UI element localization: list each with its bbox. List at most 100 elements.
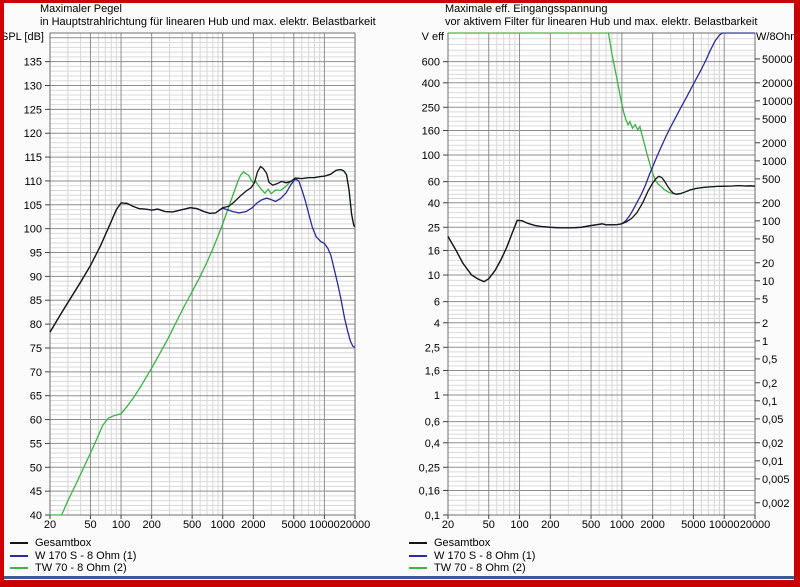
legend-item: TW 70 - 8 Ohm (2) bbox=[10, 562, 136, 575]
tick-label: 60 bbox=[30, 415, 42, 427]
curve-gesamtbox bbox=[49, 165, 356, 333]
tick-label: 50000 bbox=[762, 54, 793, 66]
left-chart-legend: Gesamtbox W 170 S - 8 Ohm (1) TW 70 - 8 … bbox=[10, 537, 136, 575]
tick-label: 0,1 bbox=[762, 396, 777, 408]
right-chart-subtitle: vor aktivem Filter für linearen Hub und … bbox=[445, 16, 758, 28]
legend-item: W 170 S - 8 Ohm (1) bbox=[409, 550, 535, 563]
tick-label: 500 bbox=[183, 519, 201, 531]
tick-label: 500 bbox=[582, 519, 600, 531]
legend-label: TW 70 - 8 Ohm (2) bbox=[35, 562, 127, 575]
right-chart-title: Maximale eff. Eingangsspannung bbox=[445, 3, 608, 15]
tick-label: 60 bbox=[428, 177, 440, 189]
tick-label: 45 bbox=[30, 486, 42, 498]
tick-label: 1000 bbox=[210, 519, 234, 531]
tick-label: 0,005 bbox=[762, 474, 790, 486]
left-y-axis-unit: SPL [dB] bbox=[0, 31, 44, 43]
legend-line-w170s bbox=[10, 554, 28, 557]
tick-label: 4 bbox=[434, 318, 440, 330]
tick-label: 55 bbox=[30, 438, 42, 450]
window-border-left bbox=[0, 0, 4, 587]
legend-item: Gesamtbox bbox=[409, 537, 535, 550]
left-chart-title: Maximaler Pegel bbox=[40, 3, 122, 15]
tick-label: 0,4 bbox=[425, 438, 440, 450]
tick-label: 1000 bbox=[610, 519, 634, 531]
tick-label: 125 bbox=[24, 104, 42, 116]
tick-label: 10000 bbox=[709, 519, 740, 531]
tick-label: 20 bbox=[762, 258, 774, 270]
tick-label: 0,05 bbox=[762, 414, 783, 426]
tick-label: 20 bbox=[44, 519, 56, 531]
tick-label: 50 bbox=[483, 519, 495, 531]
window-border-top bbox=[0, 0, 800, 3]
tick-label: 65 bbox=[30, 391, 42, 403]
tick-label: 2000 bbox=[640, 519, 664, 531]
tick-label: 10000 bbox=[762, 96, 793, 108]
right-y-axis-unit-right: W/8Ohm bbox=[756, 31, 800, 43]
tick-label: 0,2 bbox=[762, 378, 777, 390]
tick-label: 1 bbox=[762, 336, 768, 348]
tick-label: 250 bbox=[422, 102, 440, 114]
tick-label: 5000 bbox=[681, 519, 705, 531]
tick-label: 0,1 bbox=[425, 510, 440, 522]
tick-label: 0,01 bbox=[762, 456, 783, 468]
tick-label: 200 bbox=[142, 519, 160, 531]
right-y-axis-unit-left: V eff bbox=[421, 31, 444, 43]
tick-label: 20000 bbox=[340, 519, 371, 531]
tick-label: 20000 bbox=[762, 78, 793, 90]
legend-label: Gesamtbox bbox=[35, 537, 92, 550]
tick-label: 120 bbox=[24, 128, 42, 140]
tick-label: 600 bbox=[422, 57, 440, 69]
tick-label: 90 bbox=[30, 271, 42, 283]
tick-label: 2 bbox=[762, 318, 768, 330]
tick-label: 2,5 bbox=[425, 342, 440, 354]
tick-label: 40 bbox=[30, 510, 42, 522]
legend-line-w170s bbox=[409, 554, 427, 557]
tick-label: 200 bbox=[541, 519, 559, 531]
tick-label: 100 bbox=[510, 519, 528, 531]
curve-gesamtbox bbox=[447, 175, 756, 283]
legend-label: W 170 S - 8 Ohm (1) bbox=[35, 549, 137, 562]
tick-label: 135 bbox=[24, 57, 42, 69]
tick-label: 100 bbox=[24, 224, 42, 236]
tick-label: 1000 bbox=[762, 156, 786, 168]
tick-label: 100 bbox=[422, 150, 440, 162]
tick-label: 70 bbox=[30, 367, 42, 379]
tick-label: 130 bbox=[24, 80, 42, 92]
tick-label: 0,5 bbox=[762, 354, 777, 366]
legend-item: TW 70 - 8 Ohm (2) bbox=[409, 562, 535, 575]
chart-area-1: 20 50 100 200 500 1000 2000 5000 10000 2000060040… bbox=[419, 32, 793, 531]
tick-label: 400 bbox=[422, 78, 440, 90]
tick-label: 5000 bbox=[282, 519, 306, 531]
legend-label: Gesamtbox bbox=[434, 537, 491, 550]
tick-label: 75 bbox=[30, 343, 42, 355]
tick-label: 5000 bbox=[762, 114, 786, 126]
tick-label: 0,16 bbox=[419, 486, 440, 498]
tick-label: 40 bbox=[428, 198, 440, 210]
legend-label: TW 70 - 8 Ohm (2) bbox=[434, 562, 526, 575]
tick-label: 10000 bbox=[309, 519, 340, 531]
tick-label: 1,6 bbox=[425, 366, 440, 378]
tick-label: 100 bbox=[762, 216, 780, 228]
tick-label: 80 bbox=[30, 319, 42, 331]
tick-label: 20 bbox=[442, 519, 454, 531]
tick-label: 0,6 bbox=[425, 417, 440, 429]
tick-label: 2000 bbox=[762, 138, 786, 150]
tick-label: 20000 bbox=[740, 519, 771, 531]
tick-label: 85 bbox=[30, 295, 42, 307]
tick-label: 50 bbox=[84, 519, 96, 531]
tick-label: 0,02 bbox=[762, 438, 783, 450]
tick-label: 500 bbox=[762, 174, 780, 186]
tick-label: 25 bbox=[428, 222, 440, 234]
legend-line-tw70 bbox=[409, 567, 427, 570]
tick-label: 16 bbox=[428, 246, 440, 258]
tick-label: 6 bbox=[434, 297, 440, 309]
tick-label: 95 bbox=[30, 248, 42, 260]
window-border-bottom bbox=[0, 580, 800, 587]
legend-line-gesamtbox bbox=[10, 542, 28, 545]
tick-label: 50 bbox=[762, 234, 774, 246]
tick-label: 0,002 bbox=[762, 498, 790, 510]
tick-label: 160 bbox=[422, 126, 440, 138]
tick-label: 0,25 bbox=[419, 462, 440, 474]
